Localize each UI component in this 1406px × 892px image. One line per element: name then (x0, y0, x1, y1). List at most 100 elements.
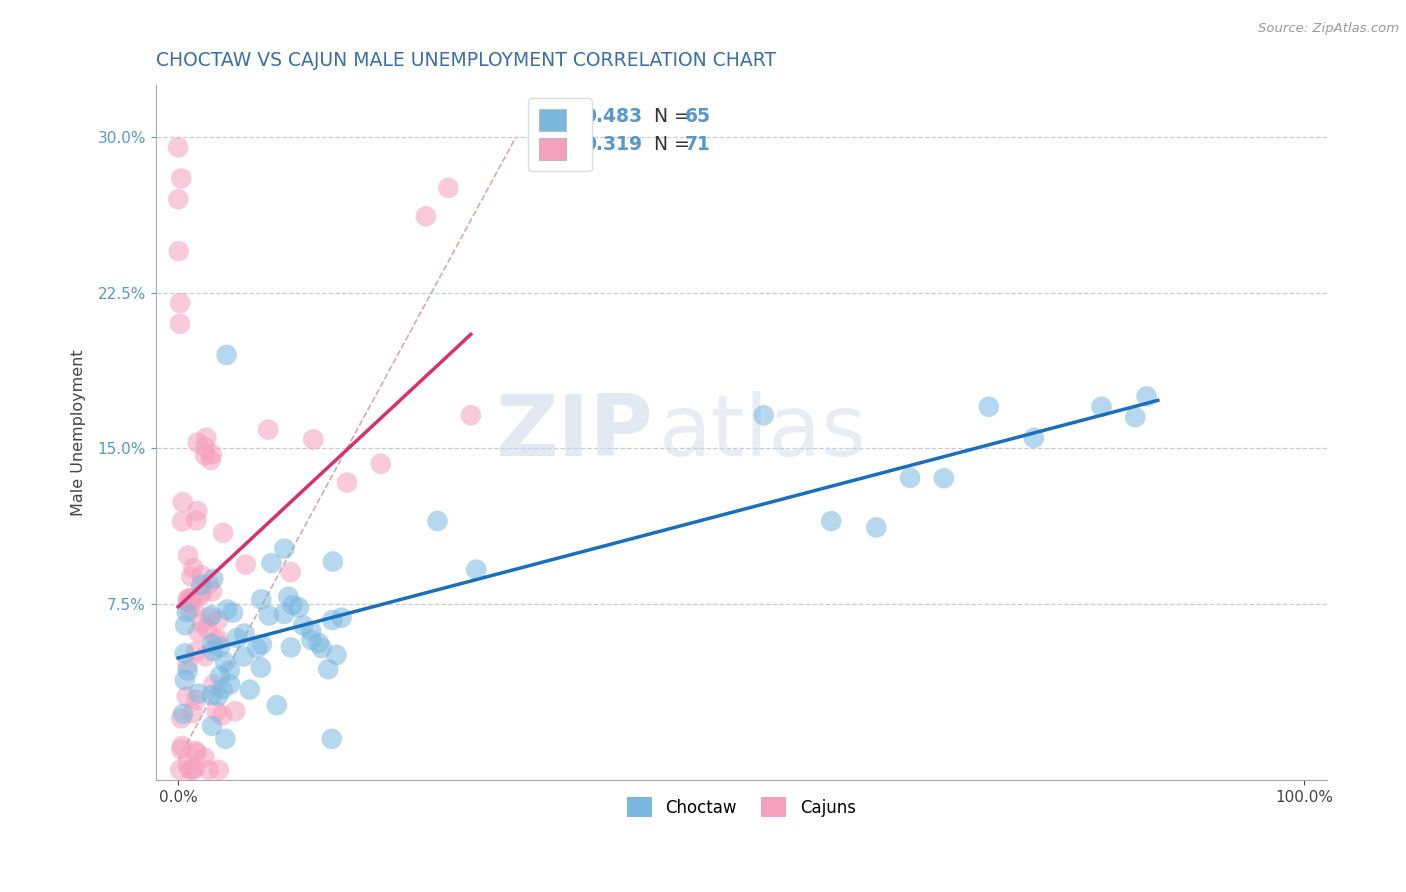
Point (202, 677, 225, 691)
Point (212, 525, 235, 540)
Text: R =: R = (548, 135, 595, 153)
Point (201, 644, 224, 658)
Point (169, 296, 191, 310)
Point (179, 591, 201, 606)
Text: 65: 65 (685, 107, 711, 126)
Point (200, 608, 222, 623)
Point (316, 662, 339, 676)
Point (215, 348, 238, 362)
Point (219, 677, 242, 691)
Point (292, 618, 315, 632)
Text: 0.319: 0.319 (583, 135, 643, 153)
Point (181, 763, 204, 777)
Point (186, 693, 208, 707)
Point (169, 763, 191, 777)
Point (179, 763, 201, 777)
Point (211, 708, 233, 723)
Point (202, 572, 225, 586)
Point (322, 555, 344, 569)
Point (330, 611, 353, 625)
Point (191, 568, 214, 582)
Point (932, 471, 955, 485)
Point (277, 590, 299, 604)
Text: atlas: atlas (659, 392, 868, 475)
Point (184, 644, 207, 658)
Point (176, 757, 198, 772)
Point (207, 614, 229, 628)
Point (205, 705, 228, 719)
Point (865, 520, 887, 534)
Point (205, 634, 228, 648)
Point (308, 636, 330, 650)
Point (195, 431, 218, 445)
Point (288, 600, 311, 615)
Point (224, 704, 246, 718)
Point (1135, 389, 1157, 403)
Point (167, 244, 190, 259)
Text: ZIP: ZIP (495, 392, 654, 475)
Point (177, 664, 200, 678)
Point (194, 440, 217, 454)
Point (437, 181, 460, 195)
Point (211, 682, 233, 697)
Point (194, 448, 217, 462)
Point (170, 742, 193, 756)
Point (194, 649, 217, 664)
Point (187, 687, 209, 701)
Point (198, 763, 221, 777)
Point (198, 610, 221, 624)
Point (181, 706, 204, 720)
Point (184, 744, 207, 758)
Point (174, 618, 197, 632)
Point (176, 592, 198, 607)
Point (214, 731, 236, 746)
Point (170, 711, 193, 725)
Point (752, 409, 775, 423)
Point (167, 140, 190, 154)
Point (181, 561, 204, 575)
Point (191, 616, 214, 631)
Text: R =: R = (548, 107, 589, 126)
Point (201, 447, 224, 461)
Point (190, 588, 212, 602)
Point (170, 171, 193, 186)
Point (235, 558, 257, 572)
Point (187, 435, 209, 450)
Point (281, 598, 304, 612)
Point (260, 556, 283, 570)
Point (820, 514, 842, 528)
Point (222, 606, 245, 620)
Point (183, 762, 205, 776)
Point (200, 453, 222, 467)
Point (172, 706, 194, 721)
Point (1123, 410, 1146, 425)
Point (190, 585, 212, 599)
Point (426, 514, 449, 528)
Point (325, 648, 347, 662)
Point (207, 689, 229, 703)
Point (266, 698, 288, 713)
Point (176, 658, 198, 673)
Text: N =: N = (641, 107, 696, 126)
Point (1022, 431, 1045, 445)
Point (301, 633, 323, 648)
Point (187, 625, 209, 640)
Point (302, 433, 325, 447)
Point (186, 504, 208, 518)
Point (415, 210, 437, 224)
Point (177, 595, 200, 609)
Point (280, 640, 302, 655)
Point (179, 603, 201, 617)
Point (321, 731, 343, 746)
Point (280, 565, 302, 579)
Point (193, 750, 215, 764)
Point (181, 591, 204, 605)
Point (336, 475, 359, 490)
Point (195, 622, 218, 636)
Point (176, 605, 198, 619)
Point (465, 563, 488, 577)
Point (1090, 400, 1112, 414)
Point (250, 592, 273, 607)
Point (225, 631, 247, 645)
Point (201, 688, 224, 702)
